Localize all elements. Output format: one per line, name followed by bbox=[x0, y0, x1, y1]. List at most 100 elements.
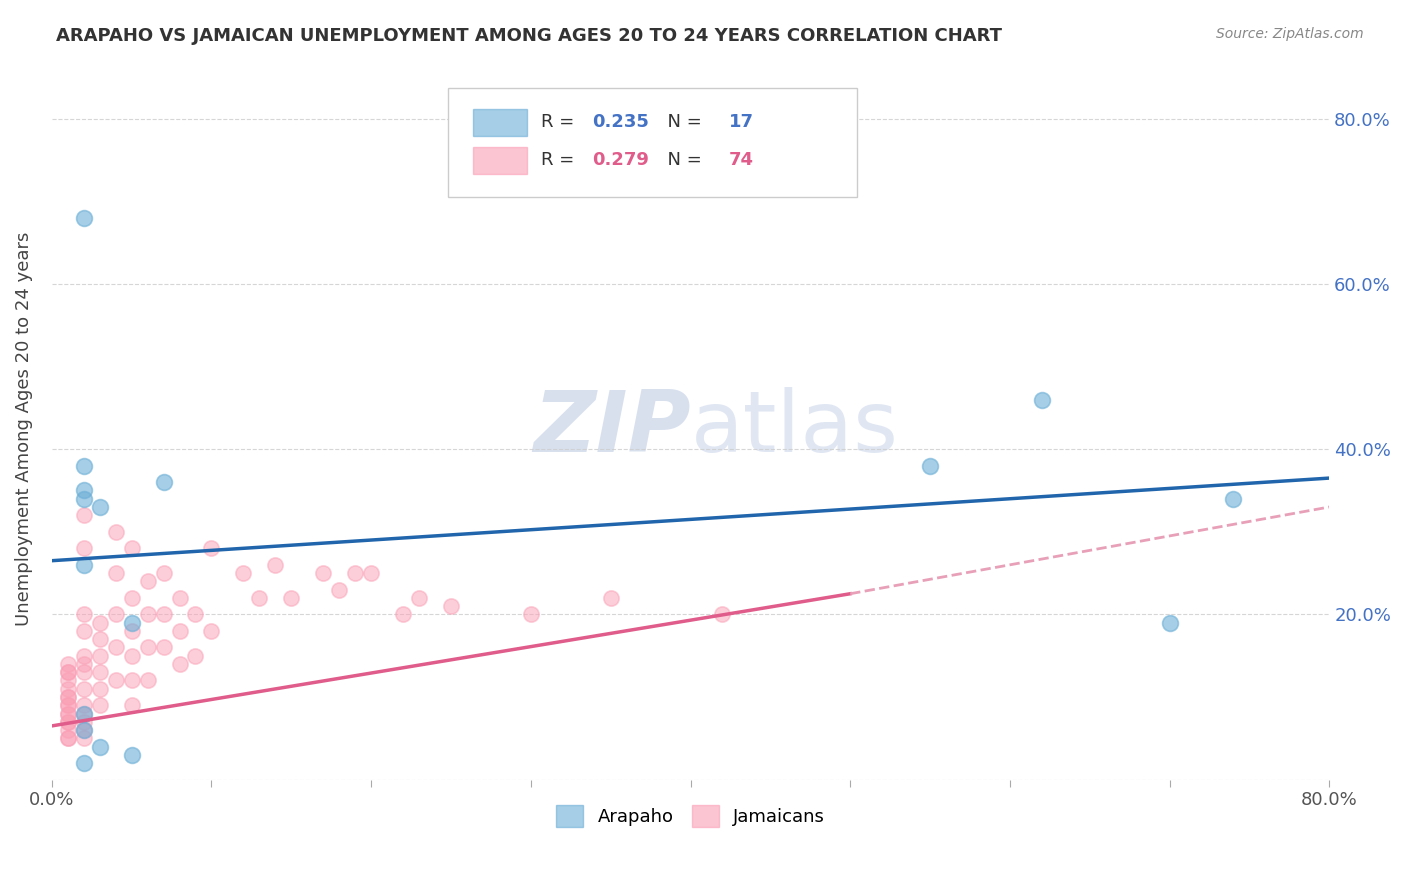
Point bbox=[232, 566, 254, 580]
Point bbox=[73, 698, 96, 713]
Text: Source: ZipAtlas.com: Source: ZipAtlas.com bbox=[1216, 27, 1364, 41]
Point bbox=[184, 607, 207, 622]
Point bbox=[136, 640, 159, 655]
Point bbox=[89, 681, 111, 696]
Text: R =: R = bbox=[541, 113, 581, 131]
Y-axis label: Unemployment Among Ages 20 to 24 years: Unemployment Among Ages 20 to 24 years bbox=[15, 231, 32, 625]
Point bbox=[56, 723, 79, 737]
Point bbox=[56, 731, 79, 746]
Point bbox=[73, 665, 96, 680]
Point bbox=[121, 624, 143, 638]
Point bbox=[73, 657, 96, 671]
Point bbox=[200, 541, 222, 556]
Point bbox=[89, 698, 111, 713]
Point bbox=[56, 665, 79, 680]
Point bbox=[73, 648, 96, 663]
Legend: Arapaho, Jamaicans: Arapaho, Jamaicans bbox=[548, 797, 832, 834]
Point bbox=[89, 739, 111, 754]
Point bbox=[152, 607, 174, 622]
FancyBboxPatch shape bbox=[474, 109, 527, 136]
Point bbox=[73, 723, 96, 737]
Point bbox=[89, 632, 111, 647]
Point bbox=[104, 566, 127, 580]
Point bbox=[73, 483, 96, 498]
Point bbox=[56, 706, 79, 721]
Point bbox=[440, 599, 463, 614]
Point bbox=[121, 541, 143, 556]
Point bbox=[152, 475, 174, 490]
Point bbox=[104, 524, 127, 539]
Point bbox=[104, 640, 127, 655]
Point bbox=[121, 648, 143, 663]
Point bbox=[56, 714, 79, 729]
Point bbox=[73, 458, 96, 473]
Point bbox=[73, 491, 96, 506]
Point bbox=[121, 591, 143, 605]
Point bbox=[89, 648, 111, 663]
Text: atlas: atlas bbox=[690, 387, 898, 470]
Point bbox=[152, 566, 174, 580]
Point bbox=[520, 607, 543, 622]
Text: 74: 74 bbox=[728, 152, 754, 169]
Point bbox=[73, 541, 96, 556]
Point bbox=[73, 714, 96, 729]
Point bbox=[200, 624, 222, 638]
Point bbox=[56, 731, 79, 746]
Point bbox=[56, 706, 79, 721]
Point bbox=[169, 624, 191, 638]
Point bbox=[89, 615, 111, 630]
Text: ARAPAHO VS JAMAICAN UNEMPLOYMENT AMONG AGES 20 TO 24 YEARS CORRELATION CHART: ARAPAHO VS JAMAICAN UNEMPLOYMENT AMONG A… bbox=[56, 27, 1002, 45]
Point bbox=[711, 607, 734, 622]
Point bbox=[73, 607, 96, 622]
Point bbox=[89, 665, 111, 680]
Point bbox=[56, 698, 79, 713]
Point bbox=[918, 458, 941, 473]
Point bbox=[104, 607, 127, 622]
Point bbox=[73, 756, 96, 770]
Point bbox=[73, 681, 96, 696]
Point bbox=[121, 673, 143, 688]
Point bbox=[312, 566, 335, 580]
Point bbox=[136, 574, 159, 589]
Point bbox=[104, 673, 127, 688]
Point bbox=[360, 566, 382, 580]
Point bbox=[56, 673, 79, 688]
Point bbox=[73, 723, 96, 737]
Point bbox=[247, 591, 270, 605]
Point bbox=[1222, 491, 1244, 506]
Point bbox=[184, 648, 207, 663]
Point bbox=[73, 706, 96, 721]
Point bbox=[264, 558, 287, 572]
Point bbox=[408, 591, 430, 605]
Point bbox=[121, 698, 143, 713]
Text: N =: N = bbox=[657, 152, 707, 169]
Point bbox=[1159, 615, 1181, 630]
Text: R =: R = bbox=[541, 152, 581, 169]
Point bbox=[1031, 392, 1053, 407]
Point bbox=[73, 624, 96, 638]
Point bbox=[56, 698, 79, 713]
Point bbox=[344, 566, 367, 580]
Point bbox=[73, 211, 96, 225]
Point bbox=[73, 558, 96, 572]
Point bbox=[121, 615, 143, 630]
Point bbox=[328, 582, 350, 597]
Point bbox=[56, 657, 79, 671]
Point bbox=[56, 681, 79, 696]
Point bbox=[121, 747, 143, 762]
Point bbox=[599, 591, 621, 605]
Point bbox=[73, 706, 96, 721]
Point bbox=[73, 731, 96, 746]
Point bbox=[136, 607, 159, 622]
Text: ZIP: ZIP bbox=[533, 387, 690, 470]
Point bbox=[169, 591, 191, 605]
Point bbox=[56, 714, 79, 729]
Text: 0.279: 0.279 bbox=[592, 152, 650, 169]
Point bbox=[392, 607, 415, 622]
Point bbox=[152, 640, 174, 655]
Point bbox=[169, 657, 191, 671]
Point bbox=[56, 690, 79, 704]
Text: 0.235: 0.235 bbox=[592, 113, 650, 131]
Point bbox=[73, 508, 96, 523]
Point bbox=[89, 500, 111, 514]
